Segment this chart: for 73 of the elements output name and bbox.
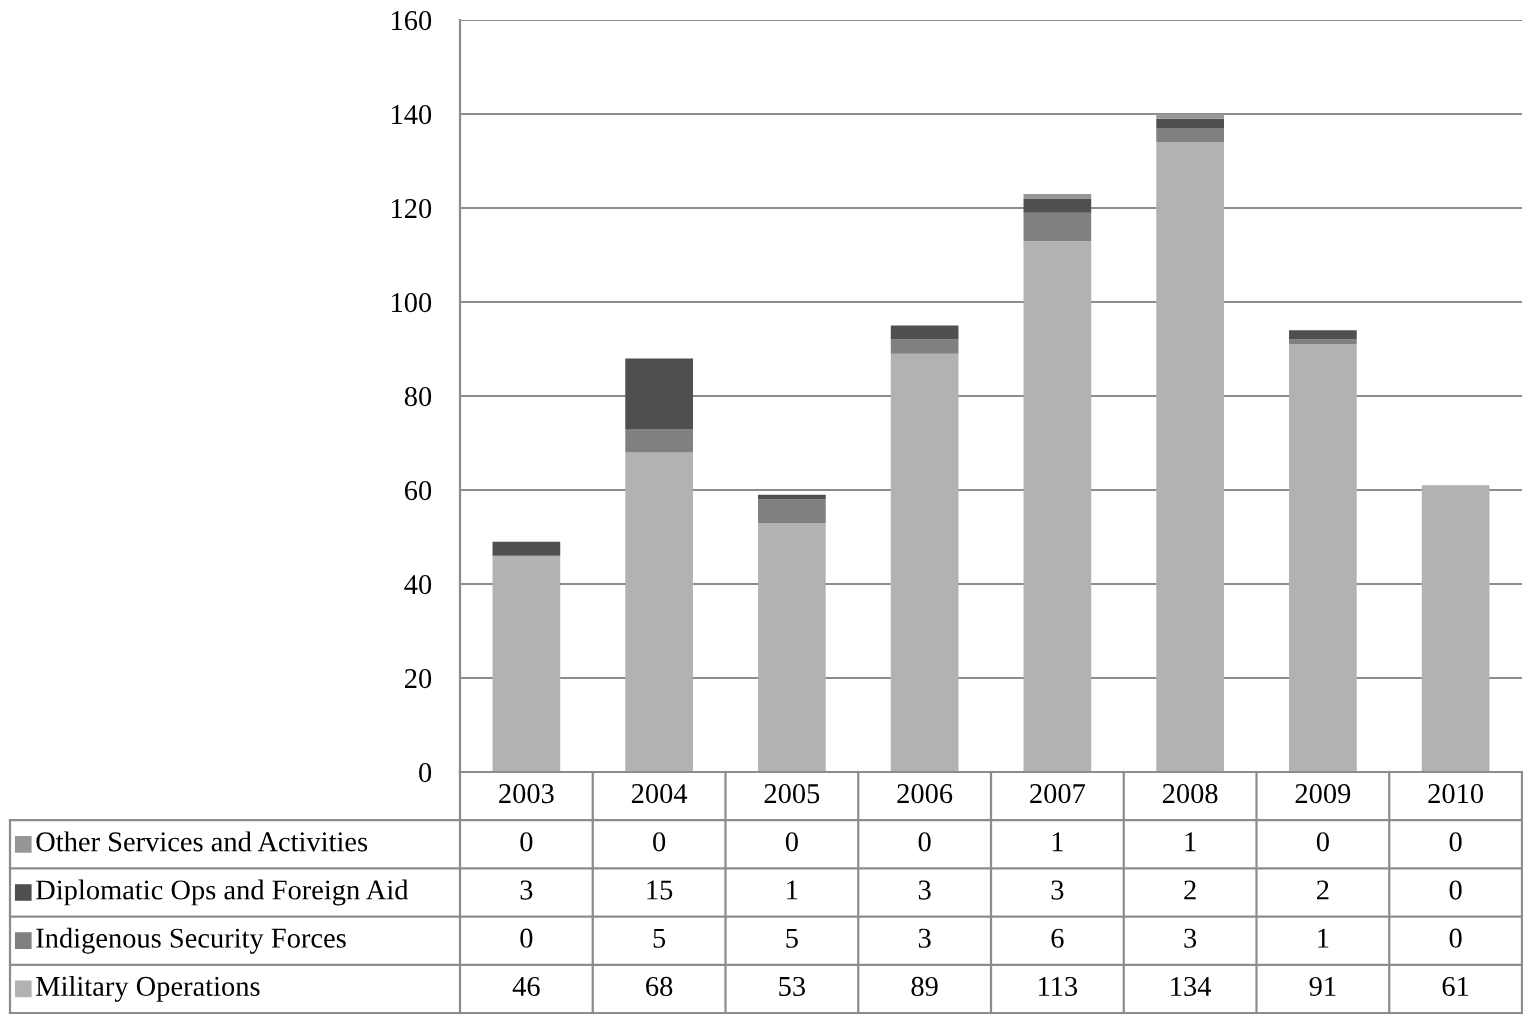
bar	[1023, 193, 1092, 199]
x-tick-label: 2007	[1030, 784, 1086, 804]
x-tick-label: 2009	[1295, 784, 1351, 804]
data-label: 5	[653, 928, 666, 948]
bar	[890, 353, 959, 772]
data-label: 0	[1316, 832, 1329, 852]
data-label: 89	[911, 976, 938, 997]
data-label: 3	[520, 880, 533, 900]
data-label: 1	[1052, 832, 1063, 852]
y-tick-label: 20	[405, 668, 432, 689]
data-label: 15	[647, 880, 673, 900]
x-tick-label: 2003	[499, 784, 554, 804]
bar	[1421, 485, 1490, 772]
data-label: 53	[779, 976, 805, 997]
bar	[1156, 142, 1224, 772]
x-tick-label: 2004	[631, 784, 688, 804]
bar	[625, 452, 693, 772]
data-label: 91	[1309, 976, 1336, 997]
legend-label: Indigenous Security Forces	[36, 927, 346, 954]
bar	[890, 325, 959, 340]
data-label: 0	[1449, 928, 1462, 948]
x-tick-label: 2010	[1428, 784, 1484, 804]
legend-label: Diplomatic Ops and Foreign Aid	[36, 879, 409, 906]
data-label: 0	[520, 832, 533, 852]
data-label: 2	[1317, 880, 1329, 900]
x-tick-label: 2005	[764, 784, 820, 804]
bar	[492, 541, 561, 556]
data-label: 3	[1051, 880, 1064, 900]
bar	[758, 499, 826, 523]
data-label: 2	[1184, 880, 1196, 900]
bar	[625, 428, 693, 453]
legend-label: Military Operations	[36, 975, 260, 1002]
data-label: 3	[918, 880, 931, 900]
data-label: 1	[1185, 832, 1196, 852]
data-label: 0	[653, 832, 666, 852]
bar	[625, 358, 693, 429]
data-label: 113	[1039, 976, 1078, 997]
data-label: 0	[1449, 832, 1462, 852]
y-tick-label: 160	[392, 10, 432, 31]
bar	[1289, 344, 1357, 772]
y-tick-label: 80	[404, 386, 432, 407]
x-tick-label: 2006	[897, 784, 953, 804]
data-label: 0	[1449, 880, 1462, 900]
y-tick-label: 60	[404, 480, 432, 501]
data-label: 3	[1184, 928, 1197, 948]
data-label: 68	[646, 976, 673, 997]
data-label: 61	[1442, 976, 1469, 997]
bar	[758, 522, 826, 772]
legend-label: Other Services and Activities	[36, 831, 368, 852]
bar	[492, 555, 561, 772]
bar	[1023, 198, 1092, 213]
data-label: 5	[786, 928, 798, 948]
data-label: 0	[918, 832, 931, 852]
data-label: 0	[785, 832, 798, 852]
data-label: 1	[1318, 928, 1329, 948]
data-label: 1	[787, 880, 798, 900]
bar	[890, 339, 959, 354]
data-label: 3	[918, 928, 931, 948]
y-tick-label: 140	[392, 104, 432, 125]
bar	[1156, 128, 1224, 143]
bar	[1289, 330, 1357, 340]
data-label: 46	[512, 976, 540, 997]
bar	[1023, 212, 1092, 241]
bar	[1023, 240, 1092, 772]
bar	[1156, 118, 1224, 129]
data-label: 0	[520, 928, 533, 948]
y-tick-label: 100	[392, 292, 432, 313]
y-tick-label: 0	[419, 762, 432, 783]
data-label: 6	[1051, 928, 1064, 948]
y-tick-label: 40	[404, 574, 432, 595]
x-tick-label: 2008	[1162, 784, 1218, 804]
y-tick-label: 120	[392, 198, 432, 219]
data-label: 134	[1171, 976, 1212, 997]
